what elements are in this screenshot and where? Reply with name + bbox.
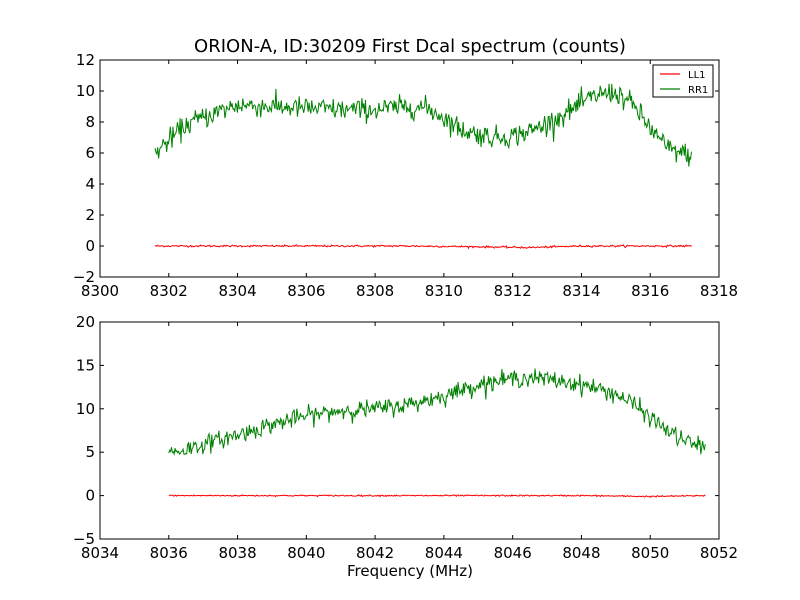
top-xtick-label: 8312: [494, 282, 532, 300]
bottom-ticks-group: 8034 8036 8038 8040 8042 8044 8046 8048 8050 8052…: [73, 313, 738, 562]
top-xtick-label: 8310: [425, 282, 463, 300]
top-xtick-label: 8318: [700, 282, 738, 300]
top-ytick-label: 12: [76, 51, 95, 69]
top-xtick-label: 8308: [356, 282, 394, 300]
top-ytick-label: 10: [76, 82, 95, 100]
bottom-series-group: [168, 368, 706, 498]
bottom-xtick-label: 8052: [700, 544, 738, 562]
top-ticks-group: 8300 8302 8304 8306 8308 8310 8312 8314 8316 8318…: [73, 51, 738, 300]
legend-label-rr1: RR1: [688, 85, 708, 96]
top-legend: LL1 RR1: [652, 64, 714, 98]
top-ytick-label: −2: [73, 268, 95, 286]
bottom-ytick-label: 15: [76, 356, 95, 374]
bottom-xtick-label: 8050: [631, 544, 669, 562]
top-ytick-label: 0: [85, 237, 95, 255]
bottom-ytick-label: −5: [73, 530, 95, 548]
top-series-rr1: [154, 83, 692, 167]
bottom-series-rr1: [168, 368, 706, 456]
top-ytick-label: 6: [85, 144, 95, 162]
top-xtick-label: 8302: [150, 282, 188, 300]
top-series-ll1: [154, 243, 692, 250]
bottom-xtick-label: 8034: [81, 544, 119, 562]
top-xtick-label: 8316: [631, 282, 669, 300]
bottom-x-axis-label: Frequency (MHz): [347, 562, 473, 580]
bottom-xtick-label: 8038: [218, 544, 256, 562]
legend-label-ll1: LL1: [688, 70, 706, 81]
legend-box: [652, 64, 714, 98]
bottom-xtick-label: 8036: [150, 544, 188, 562]
top-chart-title: ORION-A, ID:30209 First Dcal spectrum (c…: [194, 36, 626, 57]
top-xtick-label: 8306: [287, 282, 325, 300]
bottom-xtick-label: 8042: [356, 544, 394, 562]
bottom-ytick-label: 20: [76, 313, 95, 331]
bottom-series-ll1: [168, 494, 706, 498]
top-chart-panel: ORION-A, ID:30209 First Dcal spectrum (c…: [73, 36, 738, 300]
bottom-xtick-label: 8040: [287, 544, 325, 562]
top-xtick-label: 8314: [562, 282, 600, 300]
bottom-plot-area: [99, 321, 720, 540]
bottom-xtick-label: 8044: [425, 544, 463, 562]
top-ytick-label: 8: [85, 113, 95, 131]
bottom-chart-panel: 8034 8036 8038 8040 8042 8044 8046 8048 8050 8052…: [73, 313, 738, 580]
top-ytick-label: 2: [85, 206, 95, 224]
bottom-xtick-label: 8046: [494, 544, 532, 562]
bottom-ytick-label: 10: [76, 400, 95, 418]
bottom-ytick-label: 5: [85, 443, 95, 461]
top-xtick-label: 8300: [81, 282, 119, 300]
top-xtick-label: 8304: [218, 282, 256, 300]
top-plot-area: [99, 59, 720, 278]
bottom-xtick-label: 8048: [562, 544, 600, 562]
top-ytick-label: 4: [85, 175, 95, 193]
bottom-ytick-label: 0: [85, 487, 95, 505]
top-series-group: [154, 83, 692, 250]
